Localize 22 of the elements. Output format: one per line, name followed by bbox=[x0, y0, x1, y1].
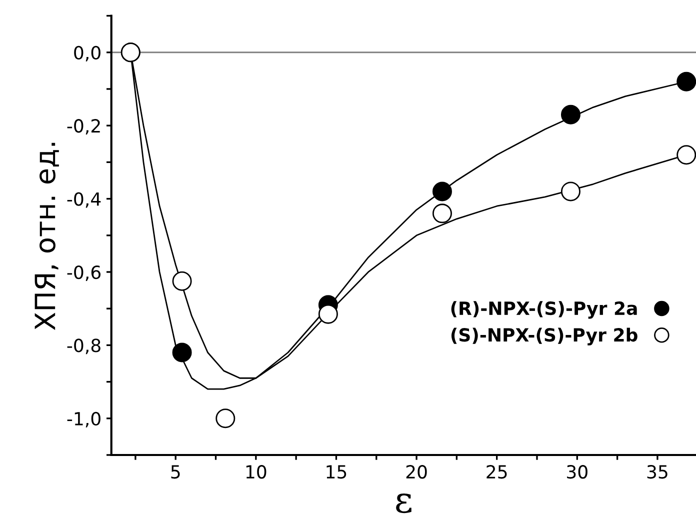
y-axis-title: ХПЯ, отн. ед. bbox=[34, 142, 59, 330]
x-tick-label: 20 bbox=[406, 465, 427, 479]
x-tick-label: 25 bbox=[486, 465, 507, 479]
point bbox=[676, 72, 696, 92]
point bbox=[432, 182, 452, 202]
point bbox=[318, 304, 338, 324]
x-tick-label: 15 bbox=[326, 465, 346, 479]
x-axis-title: ε bbox=[396, 493, 412, 514]
x-tick-label: 10 bbox=[246, 465, 266, 479]
y-tick-label: -1,0 bbox=[67, 412, 100, 428]
point bbox=[560, 104, 580, 124]
y-tick-label: -0,8 bbox=[67, 338, 100, 354]
point bbox=[172, 342, 192, 362]
y-tick-label: -0,4 bbox=[67, 192, 101, 208]
y-tick-label: -0,6 bbox=[67, 265, 101, 281]
x-tick-label: 30 bbox=[567, 465, 588, 479]
x-tick-label: 5 bbox=[171, 465, 180, 479]
legend-label: (S)-NPX-(S)-Pyr 2b bbox=[451, 328, 638, 346]
y-tick-label: -0,2 bbox=[67, 119, 100, 135]
y-tick-label: 0,0 bbox=[74, 46, 100, 62]
legend-label: (R)-NPX-(S)-Pyr 2a bbox=[451, 301, 637, 319]
x-tick-label: 35 bbox=[647, 465, 668, 479]
